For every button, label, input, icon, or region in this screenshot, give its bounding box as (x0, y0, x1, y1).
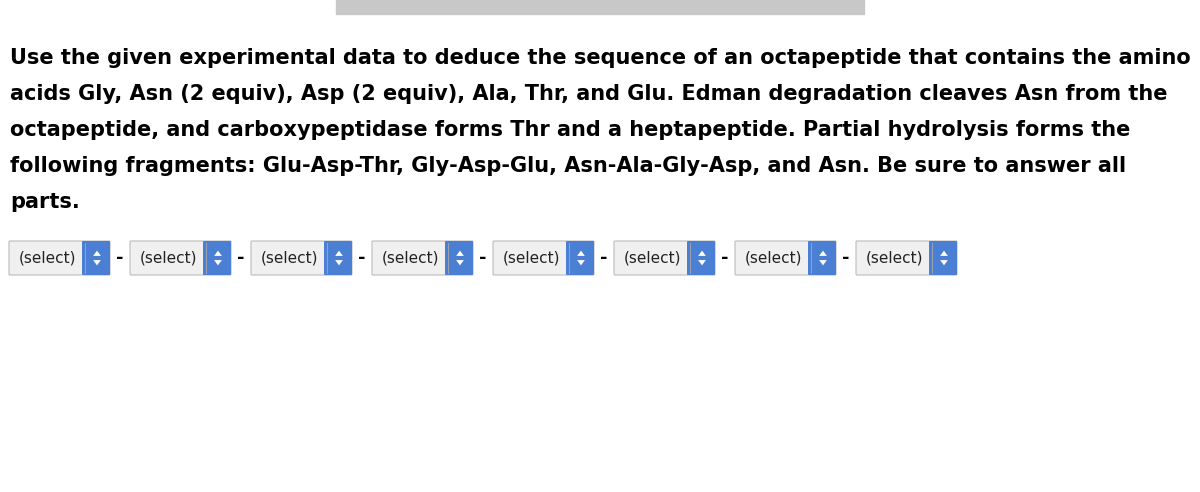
Bar (336, 0, 864, 14)
Polygon shape (94, 250, 101, 256)
Polygon shape (698, 250, 706, 256)
FancyBboxPatch shape (929, 241, 958, 275)
Text: -: - (116, 249, 124, 267)
Text: parts.: parts. (10, 192, 79, 212)
Polygon shape (940, 260, 948, 265)
Text: (select): (select) (19, 250, 77, 266)
Polygon shape (335, 250, 343, 256)
Bar (690, 242, 714, 274)
Text: (select): (select) (139, 250, 197, 266)
FancyBboxPatch shape (566, 241, 594, 275)
Bar (85, 242, 109, 274)
FancyBboxPatch shape (251, 241, 352, 275)
Text: Use the given experimental data to deduce the sequence of an octapeptide that co: Use the given experimental data to deduc… (10, 48, 1190, 68)
Text: (select): (select) (260, 250, 318, 266)
FancyBboxPatch shape (614, 241, 715, 275)
Bar (811, 242, 835, 274)
Text: -: - (238, 249, 245, 267)
Polygon shape (820, 250, 827, 256)
FancyBboxPatch shape (734, 241, 836, 275)
Polygon shape (214, 250, 222, 256)
Polygon shape (214, 260, 222, 265)
Text: (select): (select) (865, 250, 923, 266)
Text: (select): (select) (624, 250, 682, 266)
FancyBboxPatch shape (445, 241, 473, 275)
Text: -: - (479, 249, 487, 267)
Text: -: - (842, 249, 850, 267)
Text: (select): (select) (382, 250, 439, 266)
Bar (448, 242, 472, 274)
Text: -: - (721, 249, 728, 267)
Polygon shape (698, 260, 706, 265)
Polygon shape (577, 260, 584, 265)
FancyBboxPatch shape (130, 241, 230, 275)
FancyBboxPatch shape (856, 241, 958, 275)
Bar (932, 242, 956, 274)
Polygon shape (94, 260, 101, 265)
Bar (206, 242, 230, 274)
FancyBboxPatch shape (808, 241, 836, 275)
Polygon shape (577, 250, 584, 256)
FancyBboxPatch shape (324, 241, 352, 275)
Text: -: - (359, 249, 366, 267)
Polygon shape (940, 250, 948, 256)
Text: (select): (select) (745, 250, 803, 266)
Text: acids Gly, Asn (2 equiv), Asp (2 equiv), Ala, Thr, and Glu. Edman degradation cl: acids Gly, Asn (2 equiv), Asp (2 equiv),… (10, 84, 1168, 104)
Polygon shape (335, 260, 343, 265)
Text: following fragments: Glu-Asp-Thr, Gly-Asp-Glu, Asn-Ala-Gly-Asp, and Asn. Be sure: following fragments: Glu-Asp-Thr, Gly-As… (10, 156, 1126, 176)
FancyBboxPatch shape (493, 241, 594, 275)
FancyBboxPatch shape (372, 241, 473, 275)
Polygon shape (456, 260, 464, 265)
Bar (326, 242, 352, 274)
Polygon shape (820, 260, 827, 265)
FancyBboxPatch shape (686, 241, 715, 275)
Bar (569, 242, 593, 274)
Polygon shape (456, 250, 464, 256)
Text: octapeptide, and carboxypeptidase forms Thr and a heptapeptide. Partial hydrolys: octapeptide, and carboxypeptidase forms … (10, 120, 1130, 140)
FancyBboxPatch shape (10, 241, 110, 275)
FancyBboxPatch shape (82, 241, 110, 275)
Text: -: - (600, 249, 607, 267)
FancyBboxPatch shape (203, 241, 230, 275)
Text: (select): (select) (503, 250, 560, 266)
